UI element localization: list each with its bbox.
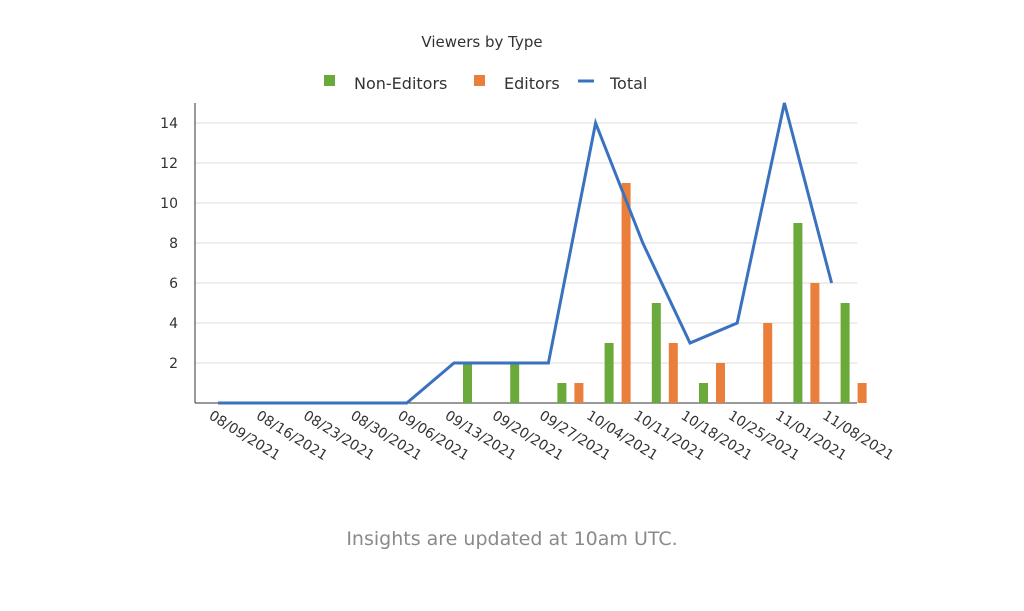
y-tick-label: 4 — [169, 316, 178, 332]
bar-editors-11 — [763, 323, 773, 403]
legend-label-non-editors: Non-Editors — [354, 74, 447, 93]
legend-label-editors: Editors — [504, 74, 560, 93]
bar-non-editors-6 — [510, 363, 520, 403]
bar-editors-7 — [574, 383, 584, 403]
chart-title: Viewers by Type — [421, 33, 542, 51]
legend-swatch-editors — [474, 75, 485, 86]
legend-label-total: Total — [609, 74, 647, 93]
bar-non-editors-9 — [651, 303, 661, 403]
bar-editors-10 — [716, 363, 725, 403]
bar-non-editors-5 — [463, 363, 472, 403]
bar-non-editors-8 — [604, 343, 614, 403]
bar-non-editors-12 — [793, 223, 803, 403]
y-tick-label: 14 — [160, 116, 178, 132]
legend-swatch-non-editors — [324, 75, 335, 86]
bar-editors-13 — [857, 383, 867, 403]
bar-editors-12 — [810, 283, 820, 403]
line-total — [218, 102, 834, 405]
bar-non-editors-10 — [699, 383, 708, 403]
update-note: Insights are updated at 10am UTC. — [346, 528, 678, 550]
y-tick-label: 6 — [169, 276, 178, 292]
bar-non-editors-7 — [557, 383, 567, 403]
y-tick-label: 8 — [169, 236, 178, 252]
bar-editors-8 — [621, 183, 631, 403]
y-tick-label: 12 — [160, 156, 178, 172]
bar-non-editors-13 — [840, 303, 850, 403]
y-tick-label: 2 — [169, 356, 178, 372]
bar-editors-9 — [668, 343, 678, 403]
y-tick-label: 10 — [160, 196, 178, 212]
